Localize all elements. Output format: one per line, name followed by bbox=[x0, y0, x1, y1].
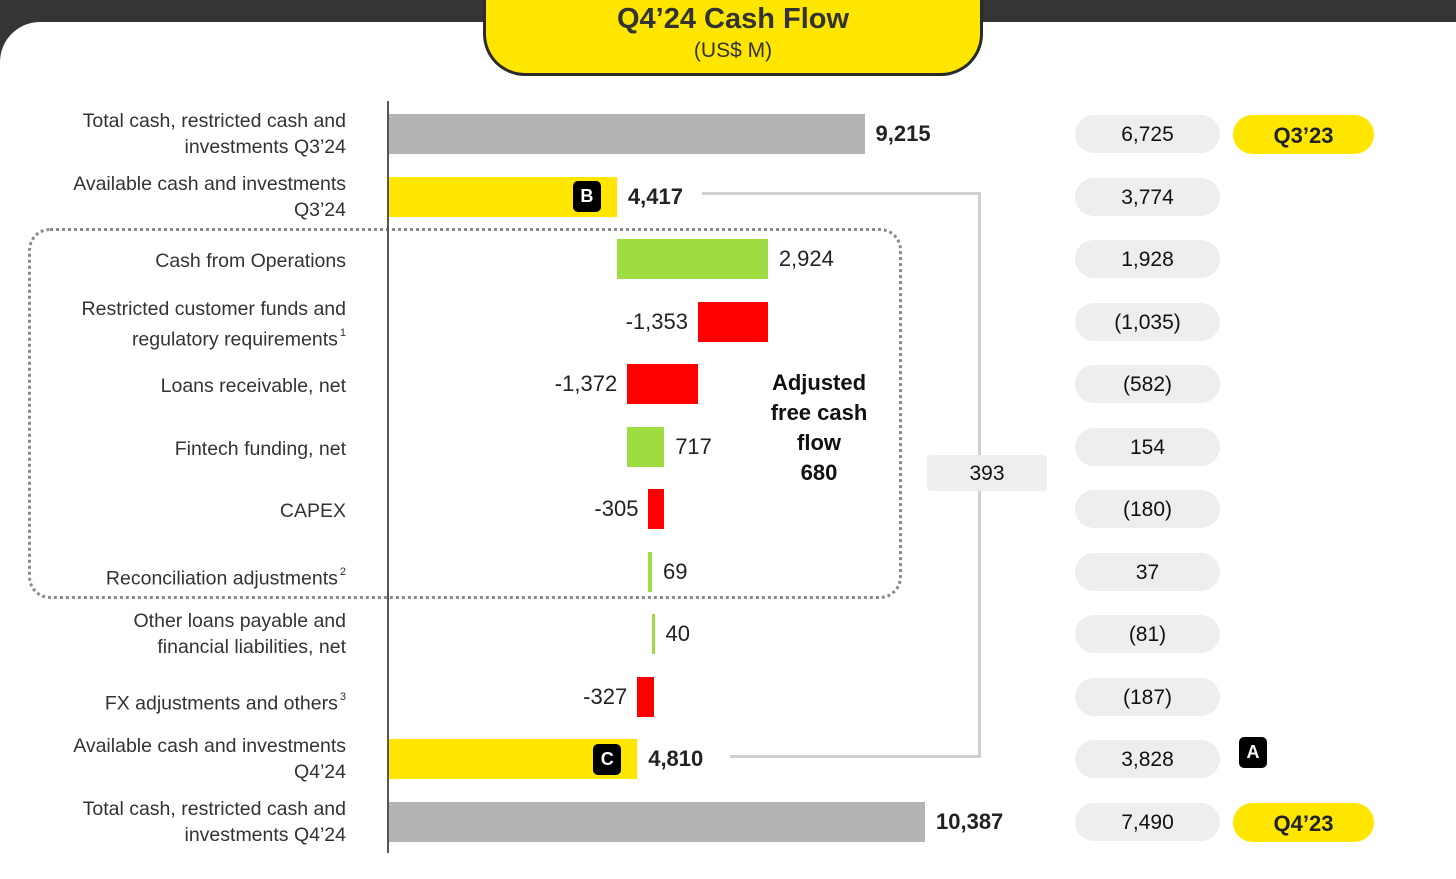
data-label: -305 bbox=[594, 496, 639, 521]
adjusted-fcf-value: 680 bbox=[800, 460, 838, 485]
row-label-line: Q4’24 bbox=[293, 761, 346, 783]
adjusted-fcf-bracket bbox=[28, 228, 902, 599]
bar-change bbox=[648, 489, 665, 529]
available-cash-change-badge: 393 bbox=[927, 455, 1047, 491]
row-label: Loans receivable, net bbox=[0, 373, 346, 399]
comparison-value: (187) bbox=[1075, 677, 1220, 716]
bar-change bbox=[637, 676, 655, 717]
row-label-line: Cash from Operations bbox=[155, 250, 346, 272]
bar-change bbox=[627, 364, 698, 404]
marker-badge-a: A bbox=[1239, 737, 1267, 768]
row-label: FX adjustments and others 3 bbox=[0, 686, 346, 717]
adjusted-fcf-line: Adjusted bbox=[771, 370, 867, 395]
row-label-line: Other loans payable and bbox=[133, 610, 346, 632]
row-label: Restricted customer funds and regulatory … bbox=[0, 296, 346, 353]
row-label: Available cash and investments Q4’24 bbox=[0, 733, 346, 785]
bar-change bbox=[616, 239, 768, 279]
data-label: -1,353 bbox=[625, 308, 688, 334]
row-label: Available cash and investments Q3’24 bbox=[0, 171, 346, 223]
baseline-axis bbox=[387, 101, 389, 853]
comparison-value: 154 bbox=[1075, 427, 1220, 466]
comparison-value: 1,928 bbox=[1075, 240, 1220, 278]
row-label-line: Loans receivable, net bbox=[160, 375, 346, 397]
comparison-value: 3,774 bbox=[1075, 177, 1220, 216]
connector-line-bottom bbox=[730, 755, 981, 758]
connector-line-top bbox=[702, 192, 981, 195]
row-label-line: investments Q4’24 bbox=[184, 823, 347, 846]
marker-badge-c: C bbox=[593, 743, 622, 775]
footnote-marker: 2 bbox=[339, 565, 346, 578]
data-label: 4,810 bbox=[648, 746, 704, 771]
bar-total bbox=[389, 801, 925, 842]
row-label-line: regulatory requirements 1 bbox=[131, 326, 346, 351]
marker-badge-b: B bbox=[572, 181, 601, 212]
comparison-value: (1,035) bbox=[1075, 302, 1220, 341]
row-label: Total cash, restricted cash and investmen… bbox=[0, 108, 346, 160]
data-label: 10,387 bbox=[936, 808, 1004, 834]
chart-title: Q4’24 Cash Flow bbox=[616, 3, 850, 35]
adjusted-fcf-line: flow bbox=[797, 430, 841, 455]
comparison-value: 37 bbox=[1075, 552, 1220, 591]
adjusted-fcf-label: Adjusted free cash flow 680 bbox=[748, 368, 890, 488]
data-label: 40 bbox=[665, 621, 690, 646]
period-label-bottom: Q4’23 bbox=[1233, 802, 1374, 842]
row-label-line: Reconciliation adjustments 2 bbox=[105, 565, 346, 590]
row-label: CAPEX bbox=[0, 498, 346, 524]
bar-total bbox=[389, 114, 865, 154]
bar-change bbox=[648, 551, 652, 592]
row-label: Fintech funding, net bbox=[0, 436, 346, 462]
chart-title-banner: Q4’24 Cash Flow (US$ M) bbox=[483, 0, 983, 76]
bar-change bbox=[697, 301, 768, 342]
row-label-line: FX adjustments and others 3 bbox=[104, 690, 346, 715]
adjusted-fcf-line: free cash bbox=[770, 400, 868, 425]
footnote-marker: 1 bbox=[339, 326, 346, 339]
bar-change bbox=[627, 426, 665, 467]
period-label-top: Q3’23 bbox=[1233, 115, 1374, 154]
data-label: 9,215 bbox=[875, 121, 931, 146]
row-label: Cash from Operations bbox=[0, 248, 346, 274]
row-label-line: Fintech funding, net bbox=[174, 437, 346, 460]
chart-units: (US$ M) bbox=[693, 39, 773, 62]
footnote-marker: 3 bbox=[339, 690, 346, 703]
data-label: 2,924 bbox=[778, 246, 834, 271]
comparison-value: (180) bbox=[1075, 490, 1220, 528]
row-label-line: Total cash, restricted cash and bbox=[82, 110, 346, 132]
comparison-value: 3,828 bbox=[1075, 740, 1220, 778]
data-label: 69 bbox=[663, 558, 688, 584]
data-label: -327 bbox=[583, 683, 628, 709]
row-label-line: financial liabilities, net bbox=[157, 636, 346, 658]
data-label: -1,372 bbox=[554, 371, 618, 396]
row-label-line: Available cash and investments bbox=[73, 172, 346, 195]
row-label-line: CAPEX bbox=[279, 500, 346, 522]
comparison-value: 6,725 bbox=[1075, 115, 1220, 153]
row-label: Other loans payable and financial liabili… bbox=[0, 608, 346, 660]
row-label: Total cash, restricted cash and investmen… bbox=[0, 796, 346, 848]
row-label: Reconciliation adjustments 2 bbox=[0, 561, 346, 592]
data-label: 4,417 bbox=[627, 183, 683, 209]
comparison-value: 7,490 bbox=[1075, 802, 1220, 841]
comparison-value: (582) bbox=[1075, 365, 1220, 403]
row-label-line: Q3’24 bbox=[293, 198, 346, 221]
data-label: 717 bbox=[675, 433, 712, 459]
bar-change bbox=[652, 614, 655, 654]
row-label-line: Total cash, restricted cash and bbox=[82, 797, 346, 820]
row-label-line: Restricted customer funds and bbox=[81, 297, 346, 320]
row-label-line: Available cash and investments bbox=[73, 735, 346, 757]
row-label-line: investments Q3’24 bbox=[184, 136, 347, 158]
comparison-value: (81) bbox=[1075, 615, 1220, 653]
